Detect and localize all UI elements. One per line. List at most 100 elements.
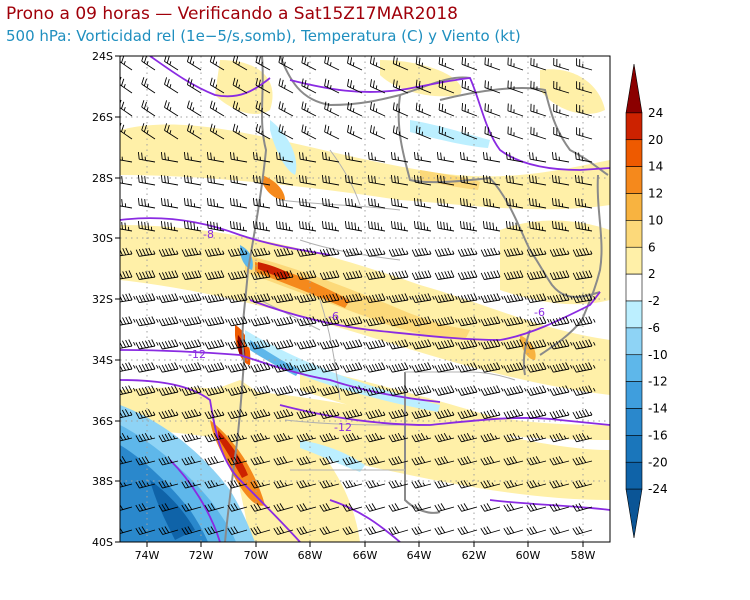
colorbar-label: 6: [648, 240, 656, 254]
wind-barb: [204, 480, 225, 489]
wind-barb: [120, 385, 136, 396]
wind-barb: [369, 79, 386, 94]
wind-barb: [526, 503, 547, 512]
wind-barb: [528, 197, 547, 209]
wind-barb: [324, 101, 340, 117]
lat-tick-label: 28S: [92, 172, 113, 185]
wind-barb: [319, 362, 343, 373]
wind-barb: [459, 151, 478, 163]
wind-barb: [549, 480, 570, 489]
wind-barb: [232, 56, 248, 71]
wind-barb: [365, 293, 389, 304]
wind-barb: [436, 197, 455, 209]
wind-barb: [484, 80, 501, 94]
wind-barb: [369, 102, 386, 117]
colorbar-label: -12: [648, 375, 668, 389]
wind-barb: [482, 174, 501, 186]
wind-barb: [434, 503, 455, 512]
wind-barb: [434, 456, 455, 466]
lat-tick-label: 26S: [92, 111, 113, 124]
wind-barb: [572, 480, 593, 489]
wind-barb: [484, 57, 501, 71]
wind-barb: [413, 151, 432, 163]
colorbar-label: -6: [648, 321, 660, 335]
wind-barb: [434, 480, 455, 489]
wind-barb: [319, 339, 343, 350]
wind-barb: [229, 151, 248, 163]
colorbar-swatch: [625, 63, 643, 114]
wind-barb: [227, 293, 251, 304]
wind-barb: [158, 316, 182, 327]
wind-barb: [250, 385, 274, 396]
wind-barb: [250, 247, 271, 257]
wind-barb: [229, 220, 248, 232]
wind-barb: [505, 220, 524, 232]
wind-barb: [342, 456, 363, 466]
wind-barb: [572, 526, 593, 535]
wind-barb: [158, 456, 179, 466]
wind-barb: [120, 504, 133, 511]
wind-barb: [141, 100, 156, 117]
wind-barb: [503, 456, 524, 466]
wind-barb: [120, 432, 133, 442]
wind-barb: [551, 220, 570, 232]
wind-barb: [296, 316, 320, 327]
isotherm-label: -6: [328, 310, 339, 323]
wind-barb: [137, 197, 156, 209]
wind-barb: [526, 480, 547, 489]
wind-barb: [135, 456, 156, 466]
wind-barb: [278, 124, 294, 140]
wind-barb: [227, 456, 248, 466]
wind-barb: [551, 174, 570, 186]
wind-barb: [160, 220, 179, 232]
wind-barb: [141, 123, 156, 140]
wind-barb: [344, 220, 363, 232]
wind-barb: [209, 56, 225, 71]
wind-barb: [482, 220, 501, 232]
wind-barb: [227, 526, 248, 535]
wind-barb: [273, 409, 294, 420]
wind-barb: [480, 385, 504, 396]
wind-barb: [503, 316, 527, 327]
wind-barb: [388, 385, 412, 396]
wind-barb: [209, 77, 225, 94]
wind-barb: [347, 78, 363, 94]
wind-barb: [181, 385, 205, 396]
wind-barb: [549, 409, 570, 420]
colorbar-label: 2: [648, 267, 656, 281]
wind-barb: [206, 197, 225, 209]
wind-barb: [434, 339, 458, 350]
colorbar-swatch: [625, 139, 643, 167]
wind-barb: [135, 270, 156, 280]
wind-barb: [158, 362, 182, 373]
wind-barb: [549, 339, 573, 350]
wind-barb: [135, 293, 159, 304]
lat-tick-label: 30S: [92, 232, 113, 245]
wind-barb: [250, 432, 271, 443]
wind-barb: [507, 80, 524, 94]
wind-barb: [390, 174, 409, 186]
lon-tick-label: 72W: [189, 549, 214, 562]
wind-barb: [209, 123, 225, 140]
wind-barb: [204, 432, 225, 443]
wind-barb: [137, 174, 156, 186]
wind-barb: [411, 270, 432, 280]
wind-barb: [255, 101, 271, 117]
colorbar-swatch: [625, 300, 643, 329]
wind-barb: [388, 503, 409, 512]
wind-barb: [181, 432, 202, 443]
wind-barb: [298, 220, 317, 232]
wind-barb: [135, 339, 159, 350]
wind-barb: [392, 79, 409, 94]
wind-barb: [227, 503, 248, 512]
wind-barb: [135, 316, 159, 327]
wind-barb: [530, 126, 547, 140]
wind-barb: [388, 409, 409, 420]
wind-barb: [549, 503, 570, 512]
wind-barb: [572, 293, 596, 304]
wind-barb: [390, 151, 409, 163]
wind-barb: [572, 385, 596, 396]
wind-barb: [298, 197, 317, 209]
wind-barb: [347, 56, 363, 71]
wind-barb: [135, 409, 156, 420]
